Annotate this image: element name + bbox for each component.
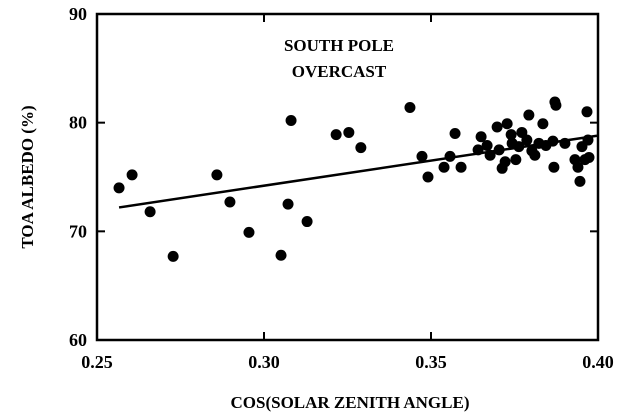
- point: [243, 226, 255, 238]
- point: [550, 99, 562, 111]
- point: [211, 169, 223, 181]
- point: [521, 134, 533, 146]
- point: [499, 156, 511, 168]
- point: [301, 216, 313, 228]
- point: [144, 206, 156, 218]
- x-tick-label: 0.40: [582, 352, 614, 372]
- point: [475, 131, 487, 143]
- point: [282, 198, 294, 210]
- point: [113, 182, 125, 194]
- y-tick-label: 70: [69, 221, 87, 241]
- y-tick-label: 80: [69, 113, 87, 133]
- point: [510, 154, 522, 166]
- point: [481, 139, 493, 151]
- point: [343, 126, 355, 138]
- point: [529, 149, 541, 161]
- x-axis-label: COS(SOLAR ZENITH ANGLE): [231, 393, 470, 412]
- point: [523, 109, 535, 121]
- y-tick-label: 60: [69, 330, 87, 350]
- point: [455, 161, 467, 173]
- point: [167, 250, 179, 262]
- plot-frame: [95, 12, 600, 342]
- y-tick-label: 90: [69, 4, 87, 24]
- point: [126, 169, 138, 181]
- x-tick-label: 0.35: [415, 352, 447, 372]
- point: [537, 118, 549, 130]
- point: [285, 114, 297, 126]
- point: [572, 161, 584, 173]
- point: [404, 101, 416, 113]
- point: [501, 118, 513, 130]
- annotation: OVERCAST: [292, 62, 387, 81]
- annotation: SOUTH POLE: [284, 36, 394, 55]
- point: [416, 150, 428, 162]
- point: [491, 121, 503, 133]
- point: [330, 129, 342, 141]
- point: [581, 106, 593, 118]
- fit-line: [118, 134, 598, 209]
- point: [224, 196, 236, 208]
- y-axis-label: TOA ALBEDO (%): [18, 105, 37, 248]
- point: [355, 142, 367, 154]
- point: [583, 151, 595, 163]
- point: [574, 175, 586, 187]
- point: [505, 129, 517, 141]
- point: [548, 161, 560, 173]
- point: [422, 171, 434, 183]
- point: [275, 249, 287, 261]
- x-tick-label: 0.25: [81, 352, 113, 372]
- point: [438, 161, 450, 173]
- point: [449, 128, 461, 140]
- x-tick-label: 0.30: [248, 352, 280, 372]
